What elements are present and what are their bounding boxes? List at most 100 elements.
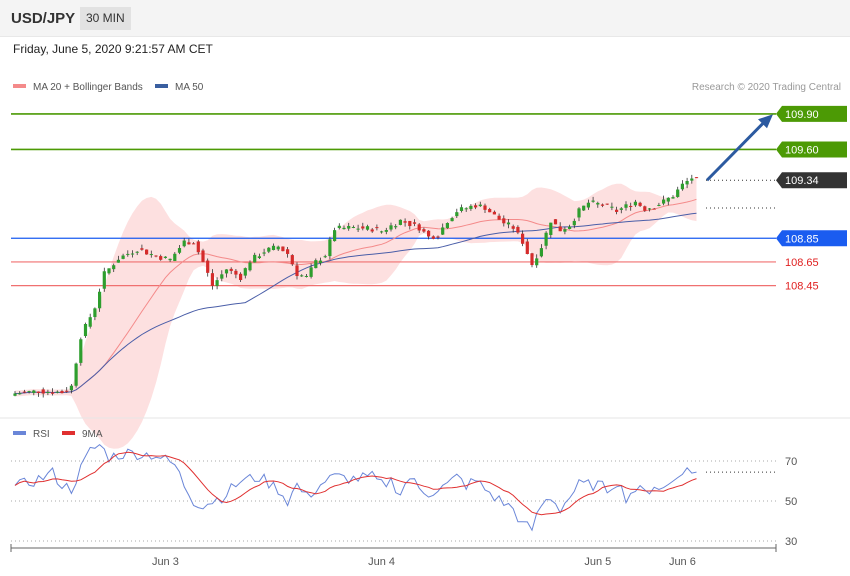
candle [286, 246, 290, 258]
candle-body [41, 389, 45, 394]
candle [596, 201, 600, 208]
candle [65, 387, 69, 393]
candle [389, 222, 393, 232]
candle [121, 253, 125, 260]
candle-body [121, 255, 125, 259]
candle [380, 230, 384, 234]
rsi-line [14, 443, 697, 532]
candle [257, 253, 261, 259]
candle-body [671, 197, 675, 199]
candle-body [680, 183, 684, 190]
candle-body [497, 215, 501, 220]
candle-body [361, 226, 365, 229]
candle [375, 224, 379, 231]
chart-overlay: 109.34 [705, 114, 847, 209]
candle [694, 177, 699, 179]
candle [116, 255, 120, 263]
candle [553, 219, 558, 225]
candle [671, 195, 675, 199]
chart-legend: MA 20 + Bollinger Bands MA 50 [13, 82, 204, 93]
candle-body [478, 204, 482, 207]
candle [586, 199, 590, 210]
candle [173, 252, 177, 262]
candle-body [177, 248, 182, 253]
candle-body [384, 230, 388, 232]
candle [300, 274, 304, 277]
candle-body [290, 255, 294, 265]
candle [243, 267, 247, 279]
candle [600, 203, 605, 208]
candle-body [596, 202, 600, 205]
candle [126, 250, 130, 257]
candle [676, 186, 680, 198]
candle [347, 222, 351, 231]
candle-body [187, 242, 191, 245]
candle [351, 225, 355, 229]
candle-body [192, 243, 196, 245]
candle [201, 248, 205, 263]
candle [318, 257, 323, 266]
x-axis: Jun 3 Jun 4 Jun 5 Jun 6 [10, 544, 777, 568]
level-label-108.65: 108.65 [785, 257, 819, 269]
candle [22, 389, 26, 394]
candle-body [488, 209, 492, 213]
candle-body [394, 226, 398, 228]
candle [431, 235, 435, 240]
candle-body [483, 205, 487, 210]
candle-body [610, 206, 614, 208]
candle [619, 207, 623, 214]
level-label-108.45: 108.45 [785, 281, 819, 293]
candle-body [685, 180, 689, 185]
legend-swatch-ma50 [155, 84, 168, 88]
candle-body [375, 227, 379, 229]
candle-body [328, 239, 332, 257]
candle-body [69, 385, 73, 391]
candle [112, 263, 116, 273]
candle-body [74, 363, 78, 386]
candle-body [417, 224, 421, 231]
candle-body [149, 254, 153, 256]
candle [224, 269, 229, 278]
legend-label-9ma: 9MA [82, 429, 103, 440]
candle [427, 230, 431, 240]
x-tick-Jun-4: Jun 4 [368, 556, 395, 568]
candle-body [633, 201, 637, 206]
candle-body [168, 258, 172, 261]
candle-body [427, 230, 431, 237]
candle-body [267, 247, 271, 252]
projection-arrow-head [758, 114, 773, 129]
candle-body [220, 274, 224, 279]
candle [149, 250, 153, 258]
candle [177, 244, 182, 255]
candle [253, 252, 257, 263]
candle-body [116, 259, 120, 263]
candle-body [615, 209, 619, 212]
candle [610, 202, 614, 211]
candle [591, 196, 595, 203]
timeframe-button[interactable]: 30 MIN [80, 7, 131, 30]
candle [568, 224, 572, 230]
candle [666, 197, 670, 206]
candle-body [474, 205, 478, 208]
candle-body [511, 226, 515, 229]
legend-label-rsi: RSI [33, 429, 50, 440]
candle [530, 252, 534, 268]
candlesticks [13, 174, 699, 398]
candle-body [130, 253, 135, 255]
symbol-label: USD/JPY [11, 10, 76, 27]
candle-body [676, 189, 680, 197]
candle-body [398, 219, 402, 225]
candle [516, 225, 520, 235]
candle [638, 201, 642, 207]
current-price-label: 109.34 [785, 175, 819, 187]
candle [98, 288, 102, 312]
candle [234, 268, 238, 279]
candle-body [445, 222, 449, 229]
current-price-tag [776, 172, 847, 189]
candle [469, 204, 473, 211]
candle-body [333, 230, 337, 242]
candle-body [163, 256, 167, 258]
candle [478, 201, 482, 207]
candle-body [666, 197, 670, 202]
candle [563, 226, 567, 235]
